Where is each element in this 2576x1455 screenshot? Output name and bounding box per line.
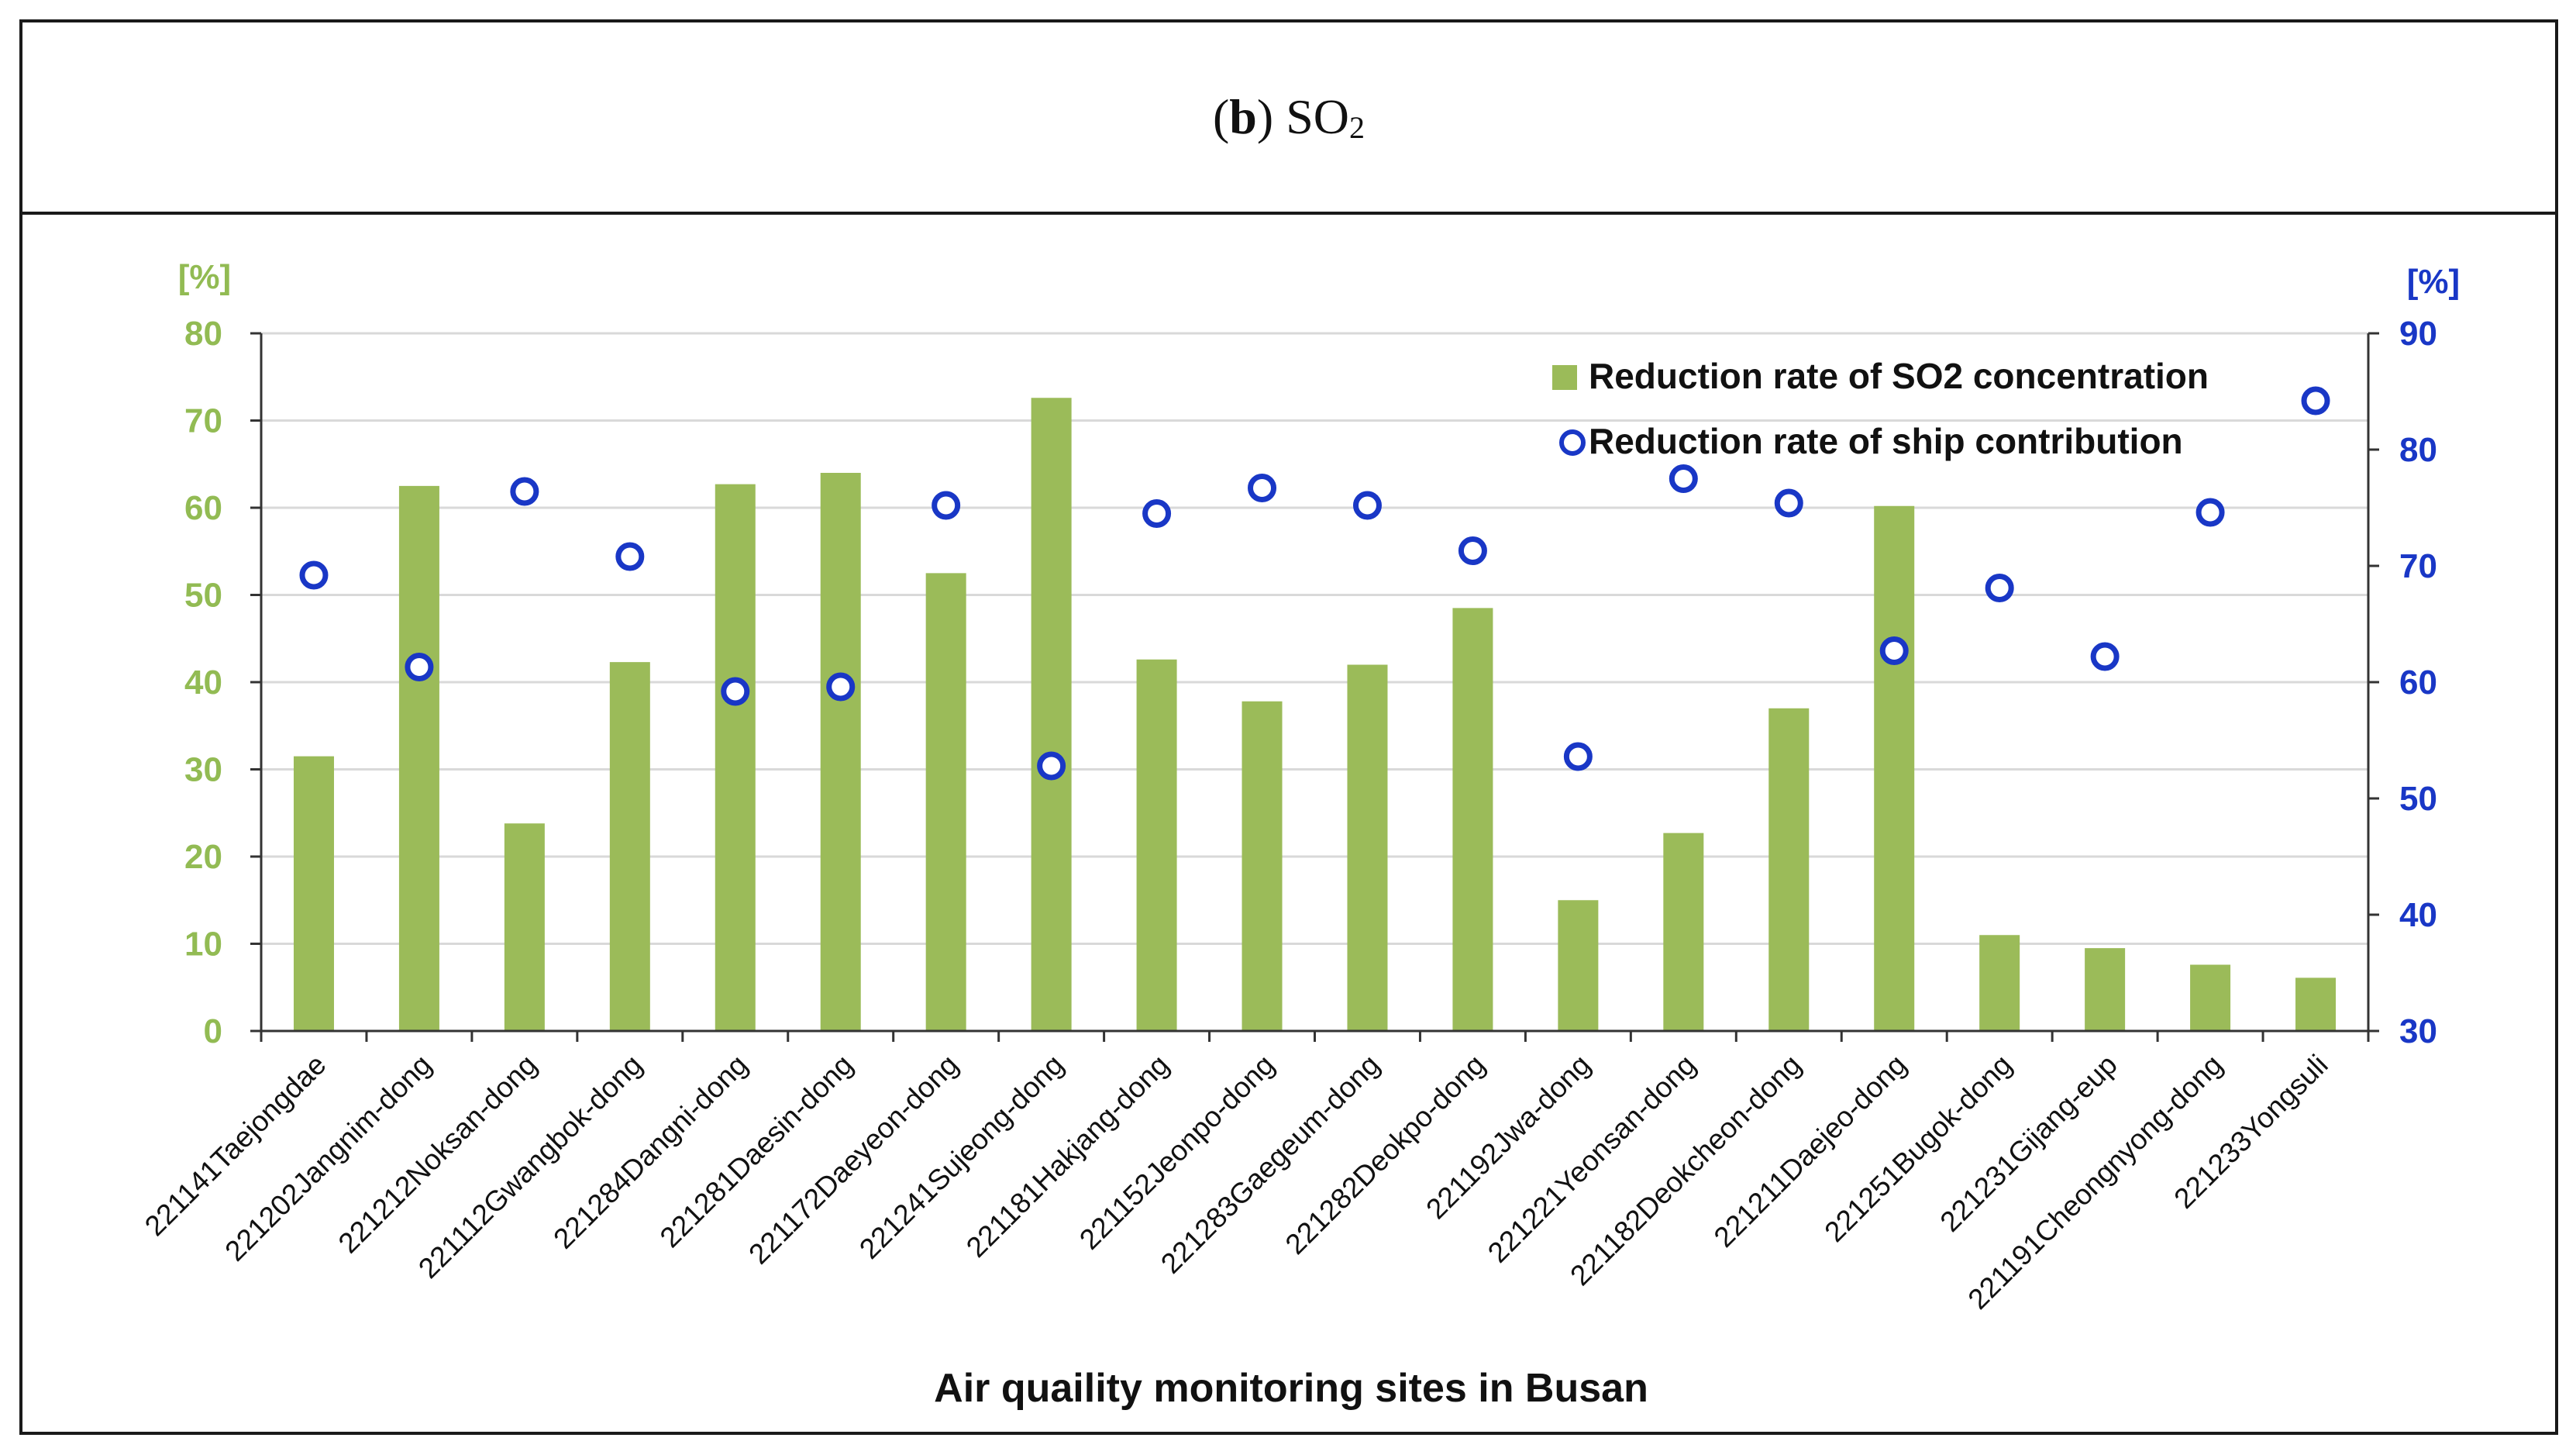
scatter-point xyxy=(1037,751,1066,781)
x-tick-label: 221241Sujeong-dong xyxy=(853,1049,1069,1265)
legend: Reduction rate of SO2 concentration Reduc… xyxy=(1552,356,2209,461)
title-panel-letter: b xyxy=(1229,89,1257,144)
x-tick-label: 221211Daejeo-dong xyxy=(1708,1049,1913,1253)
x-tick-label: 221281Daesin-dong xyxy=(654,1049,859,1254)
legend-bar-label: Reduction rate of SO2 concentration xyxy=(1589,356,2209,396)
x-tick-label: 221231Gijang-eup xyxy=(1934,1049,2123,1238)
right-tick-label: 90 xyxy=(2399,315,2437,353)
x-tick-label: 221212Noksan-dong xyxy=(332,1049,543,1260)
bar xyxy=(715,484,756,1031)
left-tick-label: 0 xyxy=(204,1012,222,1050)
x-tick-label: 221282Deokpo-dong xyxy=(1279,1049,1491,1260)
scatter-point xyxy=(1879,636,1909,665)
x-tick-label: 221181Hakjang-dong xyxy=(960,1049,1175,1264)
scatter-point xyxy=(721,677,750,706)
scatter-point xyxy=(1774,488,1803,518)
scatter-point xyxy=(1563,742,1593,771)
left-tick-label: 10 xyxy=(184,926,222,964)
left-tick-label: 60 xyxy=(184,489,222,527)
scatter-point xyxy=(1458,536,1487,565)
scatter-point xyxy=(2301,386,2330,415)
scatter-point xyxy=(2195,498,2225,527)
figure-frame: (b) SO2 xyxy=(19,19,2558,1435)
left-tick-label: 30 xyxy=(184,751,222,789)
x-tick-label: 221202Jangnim-dong xyxy=(219,1049,437,1267)
scatter-point xyxy=(1352,491,1382,520)
bar xyxy=(293,756,334,1031)
legend-point-swatch xyxy=(1559,429,1586,456)
chart-title: (b) SO2 xyxy=(1212,89,1365,145)
scatter-point xyxy=(932,491,961,520)
x-tick-label: 221141Taejongdae xyxy=(139,1049,332,1243)
right-tick-label: 60 xyxy=(2399,664,2437,702)
scatter-point xyxy=(1248,474,1277,502)
x-tick-label: 221251Bugok-dong xyxy=(1818,1049,2017,1248)
left-tick-label: 50 xyxy=(184,577,222,615)
right-tick-label: 80 xyxy=(2399,431,2437,469)
right-tick-label: 30 xyxy=(2399,1012,2437,1050)
scatter-point xyxy=(2090,642,2120,671)
scatter-series xyxy=(299,386,2330,781)
scatter-point xyxy=(1669,464,1698,493)
x-axis-title: Air quaility monitoring sites in Busan xyxy=(934,1366,1648,1411)
right-tick-label: 40 xyxy=(2399,896,2437,934)
bar xyxy=(1242,701,1283,1031)
title-main: SO xyxy=(1286,89,1350,144)
left-axis-title: [%] xyxy=(178,258,231,296)
bar-series xyxy=(293,398,2337,1031)
x-tick-label: 221284Dangni-dong xyxy=(547,1049,753,1255)
right-tick-label: 50 xyxy=(2399,780,2437,818)
bar xyxy=(2085,948,2126,1031)
scatter-point xyxy=(405,653,434,681)
bar xyxy=(1768,708,1810,1031)
scatter-point xyxy=(299,560,329,590)
bar xyxy=(504,823,545,1031)
left-tick-label: 80 xyxy=(184,315,222,353)
scatter-point xyxy=(826,672,856,702)
bar xyxy=(1452,608,1493,1031)
bar xyxy=(2295,977,2337,1031)
scatter-point xyxy=(615,542,645,571)
right-axis-title: [%] xyxy=(2407,263,2460,301)
bar xyxy=(1874,505,1915,1031)
bar xyxy=(1031,398,1072,1031)
bar xyxy=(820,473,861,1031)
left-tick-label: 40 xyxy=(184,664,222,702)
bar xyxy=(1663,833,1704,1031)
bar xyxy=(609,662,650,1031)
scatter-point xyxy=(1985,574,2014,602)
left-tick-label: 70 xyxy=(184,402,222,440)
bar xyxy=(1136,659,1177,1031)
bar xyxy=(398,485,439,1031)
bar xyxy=(1347,664,1388,1031)
bar xyxy=(2190,964,2231,1031)
x-tick-label: 221172Daeyeon-dong xyxy=(742,1049,964,1271)
axes xyxy=(250,332,2379,1042)
x-tick-label: 221221Yeonsan-dong xyxy=(1482,1049,1702,1269)
bar xyxy=(925,573,966,1031)
right-tick-label: 70 xyxy=(2399,547,2437,585)
x-tick-label: 221152Jeonpo-dong xyxy=(1073,1049,1280,1256)
scatter-point xyxy=(1142,499,1172,528)
title-subscript: 2 xyxy=(1349,110,1365,145)
scatter-point xyxy=(510,477,539,506)
figure-header: (b) SO2 xyxy=(22,22,2555,215)
bar xyxy=(1979,935,2020,1031)
left-tick-label: 20 xyxy=(184,838,222,876)
x-tick-label: 221283Gaegeum-dong xyxy=(1155,1049,1386,1280)
legend-bar-swatch xyxy=(1552,365,1577,390)
bar xyxy=(1558,900,1599,1031)
legend-point-label: Reduction rate of ship contribution xyxy=(1589,421,2183,461)
